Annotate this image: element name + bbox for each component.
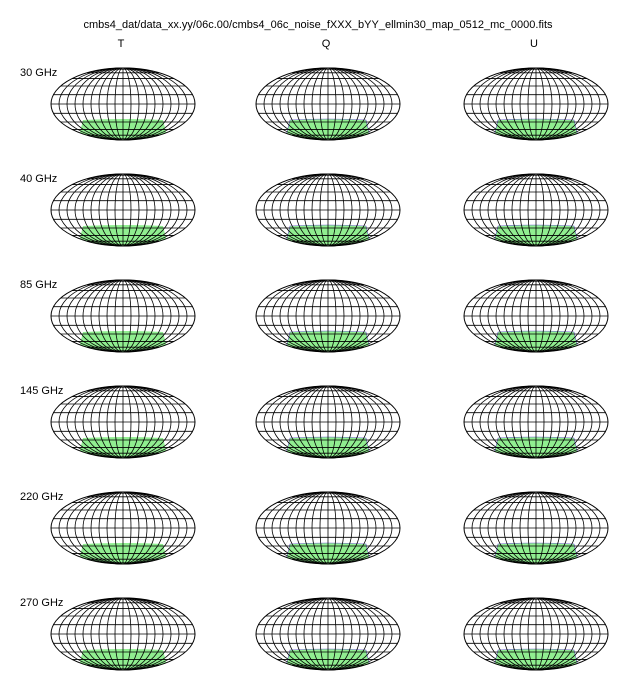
map-outline: [463, 491, 609, 565]
sky-map: [50, 491, 196, 565]
sky-map: [463, 597, 609, 671]
row-label: 85 GHz: [20, 279, 57, 291]
sky-map: [50, 67, 196, 141]
map-outline: [50, 67, 196, 141]
map-outline: [50, 173, 196, 247]
sky-map: [255, 173, 401, 247]
sky-map: [50, 385, 196, 459]
sky-map: [255, 67, 401, 141]
map-outline: [50, 385, 196, 459]
map-outline: [255, 385, 401, 459]
sky-map: [463, 67, 609, 141]
map-outline: [255, 173, 401, 247]
map-outline: [463, 597, 609, 671]
figure-title: cmbs4_dat/data_xx.yy/06c.00/cmbs4_06c_no…: [83, 19, 553, 31]
sky-map: [50, 173, 196, 247]
row-label: 40 GHz: [20, 173, 57, 185]
row-label: 145 GHz: [20, 385, 63, 397]
sky-map: [255, 597, 401, 671]
sky-map: [255, 279, 401, 353]
map-outline: [463, 385, 609, 459]
sky-map: [255, 491, 401, 565]
map-outline: [50, 491, 196, 565]
sky-map: [255, 385, 401, 459]
map-outline: [463, 67, 609, 141]
map-outline: [255, 597, 401, 671]
sky-map: [463, 279, 609, 353]
map-outline: [255, 279, 401, 353]
sky-map: [463, 173, 609, 247]
row-label: 270 GHz: [20, 597, 63, 609]
map-outline: [255, 491, 401, 565]
sky-map: [50, 597, 196, 671]
map-outline: [463, 279, 609, 353]
row-label: 30 GHz: [20, 67, 57, 79]
sky-map: [50, 279, 196, 353]
column-label: T: [118, 38, 125, 50]
row-label: 220 GHz: [20, 491, 63, 503]
map-outline: [463, 173, 609, 247]
map-outline: [50, 279, 196, 353]
map-outline: [255, 67, 401, 141]
map-outline: [50, 597, 196, 671]
column-label: Q: [322, 38, 331, 50]
sky-map: [463, 491, 609, 565]
sky-map: [463, 385, 609, 459]
column-label: U: [530, 38, 538, 50]
